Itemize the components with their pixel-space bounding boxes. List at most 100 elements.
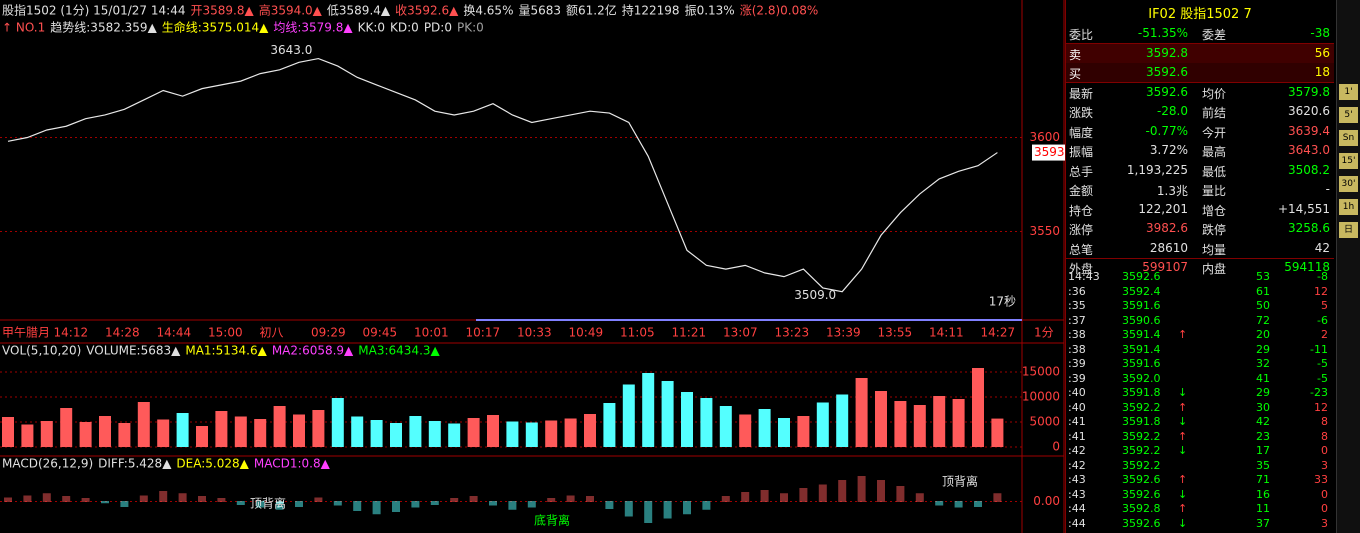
header-text: PD:0 xyxy=(424,21,452,35)
trade-time: :36 xyxy=(1068,284,1086,298)
volume-bar xyxy=(855,378,868,447)
header-text: MA1:5134.6▲ xyxy=(185,344,267,358)
quote-label: 持仓 xyxy=(1069,203,1094,218)
divergence-label: 底背离 xyxy=(534,513,570,528)
trade-change: 0 xyxy=(1321,502,1328,515)
header-text: 收3592.6▲ xyxy=(395,4,459,18)
quote-row: 委比 -51.35% 委差 -38 xyxy=(1066,24,1334,44)
quote-value: 3643.0 xyxy=(1288,143,1330,157)
toolbar-button[interactable]: 30' xyxy=(1339,176,1358,192)
chart-area: 股指1502 (1分) 15/01/27 14:44 开3589.8▲ 高3594.… xyxy=(0,0,1066,533)
volume-bar xyxy=(234,416,247,447)
quote-label: 跌停 xyxy=(1202,223,1227,237)
trade-change: 12 xyxy=(1314,400,1328,414)
volume-bar xyxy=(739,414,752,447)
quote-label: 卖 xyxy=(1069,47,1082,62)
volume-bar xyxy=(99,416,111,447)
quote-value: 3592.8 xyxy=(1146,45,1188,60)
header-text: 额61.2亿 xyxy=(566,3,617,18)
volume-bar xyxy=(370,420,383,447)
trade-row: :38 3591.4 ↑ 20 2 xyxy=(1066,326,1334,341)
trade-row: :35 3591.6 50 5 xyxy=(1066,297,1334,312)
toolbar-button[interactable]: Sn xyxy=(1339,130,1358,146)
trade-row: :41 3592.2 ↑ 23 8 xyxy=(1066,428,1334,443)
trade-row: 14:43 3592.6 53 -8 xyxy=(1066,268,1334,283)
trade-time: :43 xyxy=(1068,487,1086,501)
header-text: ↑ NO.1 xyxy=(2,21,45,35)
trade-volume: 42 xyxy=(1256,415,1270,428)
trade-change: 8 xyxy=(1321,415,1328,428)
trade-change: 0 xyxy=(1321,487,1328,501)
trade-arrow: ↑ xyxy=(1178,473,1188,486)
trade-change: -8 xyxy=(1317,270,1328,283)
trade-arrow: ↓ xyxy=(1178,487,1188,501)
divergence-label: 顶背离 xyxy=(250,496,286,511)
quote-value: -51.35% xyxy=(1137,26,1188,40)
toolbar: 1' 5' Sn 15' 30' 1h 日 xyxy=(1336,0,1360,533)
quote-label: 最低 xyxy=(1202,164,1227,179)
quote-label: 最高 xyxy=(1202,145,1227,159)
trade-volume: 72 xyxy=(1256,313,1270,327)
volume-bar xyxy=(293,414,305,447)
header-text: 换4.65% xyxy=(463,4,513,18)
header-text: 涨(2.8)0.08% xyxy=(740,3,819,18)
toolbar-button[interactable]: 1h xyxy=(1339,199,1358,215)
y-tick-label: 3600 xyxy=(1029,130,1060,144)
quote-value: - xyxy=(1325,182,1330,196)
quote-label: 增仓 xyxy=(1202,203,1227,218)
volume-bar xyxy=(118,423,131,447)
volume-bar xyxy=(487,415,499,447)
volume-bar xyxy=(428,421,441,447)
quote-row: 金额 1.3兆 量比 - xyxy=(1066,180,1334,199)
toolbar-button[interactable]: 15' xyxy=(1339,153,1358,169)
trade-row: :42 3592.2 ↓ 17 0 xyxy=(1066,442,1334,457)
volume-bar xyxy=(2,417,14,447)
quote-value: 594118 xyxy=(1284,260,1330,274)
header-text: VOL(5,10,20) xyxy=(2,344,81,358)
toolbar-button[interactable]: 日 xyxy=(1339,222,1358,238)
trade-change: 3 xyxy=(1321,516,1328,530)
last-price-tag xyxy=(1032,144,1066,161)
period-label: 1分 xyxy=(1034,326,1054,340)
trade-time: :44 xyxy=(1068,502,1086,515)
trade-time: :44 xyxy=(1068,516,1086,530)
trade-change: 3 xyxy=(1321,458,1328,472)
x-tick-label: 11:05 xyxy=(620,326,655,340)
trade-volume: 23 xyxy=(1256,429,1270,443)
toolbar-button[interactable]: 1' xyxy=(1339,84,1358,100)
trade-row: :41 3591.8 ↓ 42 8 xyxy=(1066,413,1334,428)
volume-bar xyxy=(933,396,946,447)
trade-arrow: ↓ xyxy=(1178,386,1188,399)
trade-volume: 29 xyxy=(1256,342,1270,356)
trade-time: :39 xyxy=(1068,357,1086,370)
low-label: 3509.0 xyxy=(794,288,836,302)
volume-bar xyxy=(642,373,655,447)
quote-row: 幅度 -0.77% 今开 3639.4 xyxy=(1066,122,1334,141)
trade-price: 3591.6 xyxy=(1122,357,1161,370)
trade-price: 3591.8 xyxy=(1122,415,1161,428)
volume-bar xyxy=(448,423,461,447)
volume-bar xyxy=(622,384,635,447)
quote-row: 振幅 3.72% 最高 3643.0 xyxy=(1066,141,1334,160)
toolbar-button[interactable]: 5' xyxy=(1339,107,1358,123)
trade-arrow: ↓ xyxy=(1178,516,1188,530)
header-text: 低3589.4▲ xyxy=(327,4,391,18)
trade-row: :36 3592.4 61 12 xyxy=(1066,283,1334,298)
x-tick-label: 09:29 xyxy=(311,326,346,340)
volume-bar xyxy=(991,418,1004,447)
trade-price: 3592.6 xyxy=(1122,487,1161,501)
volume-bar xyxy=(797,416,810,447)
volume-bar xyxy=(603,403,616,447)
quote-value: 122,201 xyxy=(1138,201,1188,216)
trade-time: :42 xyxy=(1068,444,1086,457)
y-tick-label: 0.00 xyxy=(1033,494,1060,508)
trade-price: 3592.6 xyxy=(1122,516,1161,530)
quote-value: -38 xyxy=(1310,26,1330,40)
trade-arrow: ↑ xyxy=(1178,502,1188,515)
quote-label: 前结 xyxy=(1202,106,1227,120)
volume-bar xyxy=(525,422,538,447)
quote-value: 1.3兆 xyxy=(1156,184,1188,198)
volume-bar xyxy=(40,421,53,447)
volume-bar xyxy=(467,418,480,447)
header-text: KK:0 xyxy=(358,21,385,35)
